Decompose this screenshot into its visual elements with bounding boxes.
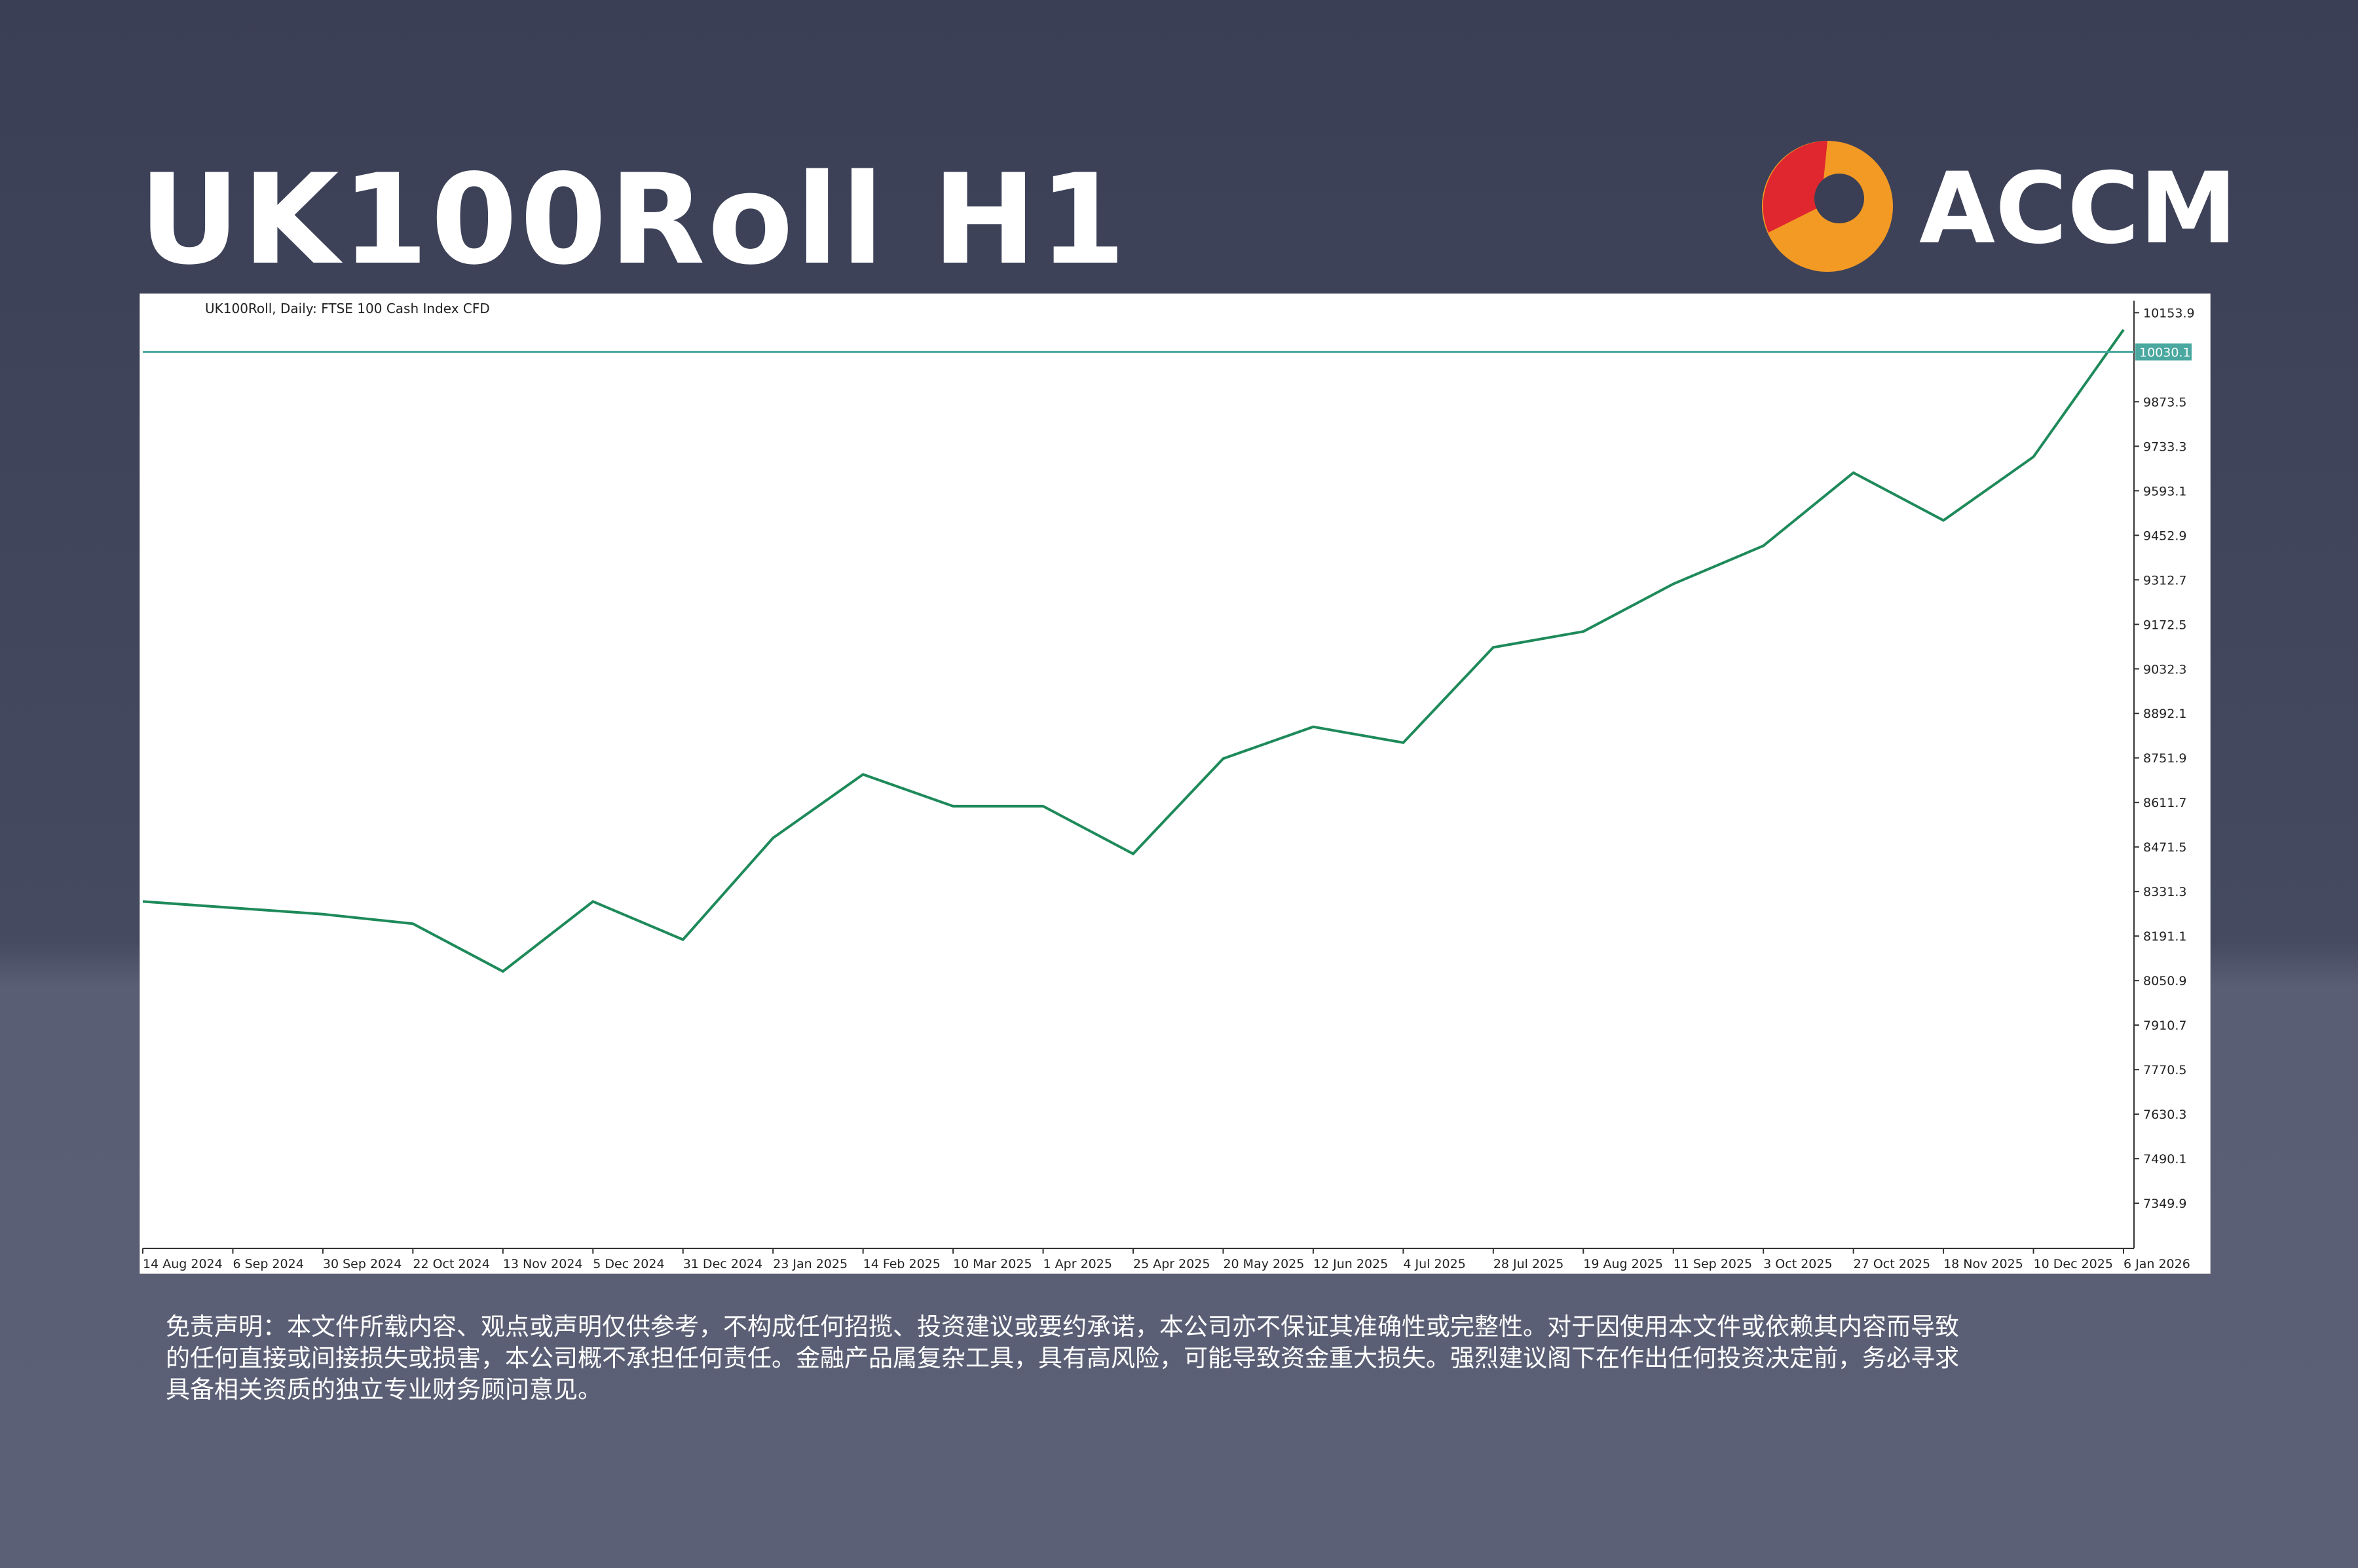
x-tick-label: 25 Apr 2025: [1133, 1257, 1210, 1271]
x-tick-label: 23 Jan 2025: [773, 1257, 848, 1271]
price-line: [142, 329, 2125, 973]
y-tick-label: 9312.7: [2143, 573, 2186, 588]
logo: [1762, 141, 1893, 272]
disclaimer-line: 具备相关资质的独立专业财务顾问意见。: [166, 1375, 602, 1404]
y-tick-label: 7630.3: [2143, 1108, 2186, 1122]
y-tick-label: 9733.3: [2143, 439, 2186, 454]
y-tick-label: 8611.7: [2143, 796, 2186, 810]
y-tick-label: 9593.1: [2143, 484, 2186, 498]
chart-panel: [140, 293, 2211, 1274]
page-title: UK100Roll H1: [139, 147, 1129, 292]
x-tick-label: 20 May 2025: [1223, 1257, 1304, 1271]
y-tick-label: 8892.1: [2143, 707, 2186, 721]
brand: ACCM: [1919, 152, 2237, 266]
y-tick-label: 9032.3: [2143, 662, 2186, 677]
disclaimer: 免责声明：本文件所载内容、观点或声明仅供参考，不构成任何招揽、投资建议或要约承诺…: [166, 1311, 2222, 1406]
y-tick-label: 8191.1: [2143, 929, 2186, 944]
y-tick-label: 10153.9: [2143, 306, 2195, 320]
x-tick-label: 6 Jan 2026: [2124, 1257, 2190, 1271]
disclaimer-line: 免责声明：本文件所载内容、观点或声明仅供参考，不构成任何招揽、投资建议或要约承诺…: [166, 1313, 1959, 1341]
x-tick-label: 14 Aug 2024: [143, 1257, 223, 1271]
y-tick-label: 8751.9: [2143, 751, 2186, 766]
x-tick-label: 14 Feb 2025: [863, 1257, 941, 1271]
x-tick-label: 4 Jul 2025: [1403, 1257, 1465, 1271]
x-tick-label: 27 Oct 2025: [1854, 1257, 1930, 1271]
x-tick-label: 30 Sep 2024: [323, 1257, 402, 1271]
current-price-box: [2135, 343, 2192, 361]
y-tick-label: 7770.5: [2143, 1063, 2186, 1077]
y-tick-label: 9873.5: [2143, 395, 2186, 409]
y-tick-label: 9172.5: [2143, 618, 2186, 632]
x-tick-label: 11 Sep 2025: [1674, 1257, 1752, 1271]
x-tick-label: 10 Mar 2025: [953, 1257, 1032, 1271]
x-tick-label: 28 Jul 2025: [1493, 1257, 1564, 1271]
x-tick-label: 5 Dec 2024: [593, 1257, 664, 1271]
current-price-label: 10030.1: [2139, 345, 2191, 360]
y-tick-label: 7490.1: [2143, 1152, 2186, 1167]
y-tick-label: 9452.9: [2143, 529, 2186, 543]
x-tick-label: 3 Oct 2025: [1763, 1257, 1832, 1271]
x-tick-label: 12 Jun 2025: [1313, 1257, 1388, 1271]
x-tick-label: 6 Sep 2024: [233, 1257, 303, 1271]
y-tick-label: 8050.9: [2143, 974, 2186, 988]
x-tick-label: 19 Aug 2025: [1583, 1257, 1663, 1271]
chart: UK100Roll, Daily: FTSE 100 Cash Index CF…: [140, 293, 2211, 1274]
x-tick-label: 18 Nov 2025: [1943, 1257, 2023, 1271]
y-tick-label: 7910.7: [2143, 1018, 2186, 1033]
x-tick-label: 31 Dec 2024: [683, 1257, 762, 1271]
x-tick-label: 1 Apr 2025: [1043, 1257, 1112, 1271]
x-tick-label: 10 Dec 2025: [2034, 1257, 2113, 1271]
x-tick-label: 22 Oct 2024: [413, 1257, 489, 1271]
y-tick-label: 7349.9: [2143, 1197, 2186, 1211]
y-tick-label: 8471.5: [2143, 840, 2186, 855]
chart-title: UK100Roll, Daily: FTSE 100 Cash Index CF…: [205, 301, 490, 316]
disclaimer-line: 的任何直接或间接损失或损害，本公司概不承担任何责任。金融产品属复杂工具，具有高风…: [166, 1344, 1959, 1372]
x-tick-label: 13 Nov 2024: [503, 1257, 583, 1271]
y-tick-label: 8331.3: [2143, 885, 2186, 899]
